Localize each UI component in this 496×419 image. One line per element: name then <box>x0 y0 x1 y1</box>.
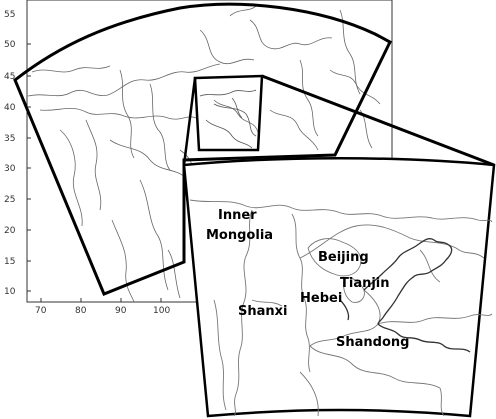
y-tick-label: 55 <box>4 10 15 20</box>
x-tick-label: 90 <box>115 306 127 316</box>
inner-domain-box <box>193 74 264 152</box>
background-boundaries <box>27 5 381 303</box>
x-tick-label: 80 <box>75 306 87 316</box>
zoom-panel <box>182 157 496 418</box>
outer-domain-outline <box>13 2 392 296</box>
zoom-connector-left <box>182 77 197 166</box>
inner-box-boundaries <box>199 89 257 149</box>
x-tick-label: 70 <box>35 306 47 316</box>
y-tick-label: 25 <box>4 195 15 205</box>
y-tick-label: 45 <box>4 72 15 82</box>
y-tick-label: 30 <box>4 164 16 174</box>
label-shandong: Shandong <box>336 335 409 350</box>
y-axis <box>27 43 31 292</box>
label-hebei: Hebei <box>300 291 342 306</box>
x-tick-label: 100 <box>153 306 170 316</box>
label-beijing: Beijing <box>318 250 369 265</box>
label-inner-mongolia-line1: Inner <box>218 208 257 223</box>
label-tianjin: Tianjin <box>340 276 390 291</box>
y-tick-label: 40 <box>4 103 16 113</box>
y-tick-label: 20 <box>4 226 16 236</box>
y-tick-label: 15 <box>4 257 15 267</box>
y-tick-label: 35 <box>4 134 15 144</box>
y-tick-label: 50 <box>4 40 16 50</box>
zoom-connector-right <box>261 74 495 167</box>
label-inner-mongolia-line2: Mongolia <box>206 228 273 243</box>
zoom-coastline <box>339 238 471 353</box>
y-tick-label: 10 <box>4 287 16 297</box>
x-axis <box>40 298 162 302</box>
zoom-province-boundaries <box>189 199 493 417</box>
label-shanxi: Shanxi <box>238 304 288 319</box>
